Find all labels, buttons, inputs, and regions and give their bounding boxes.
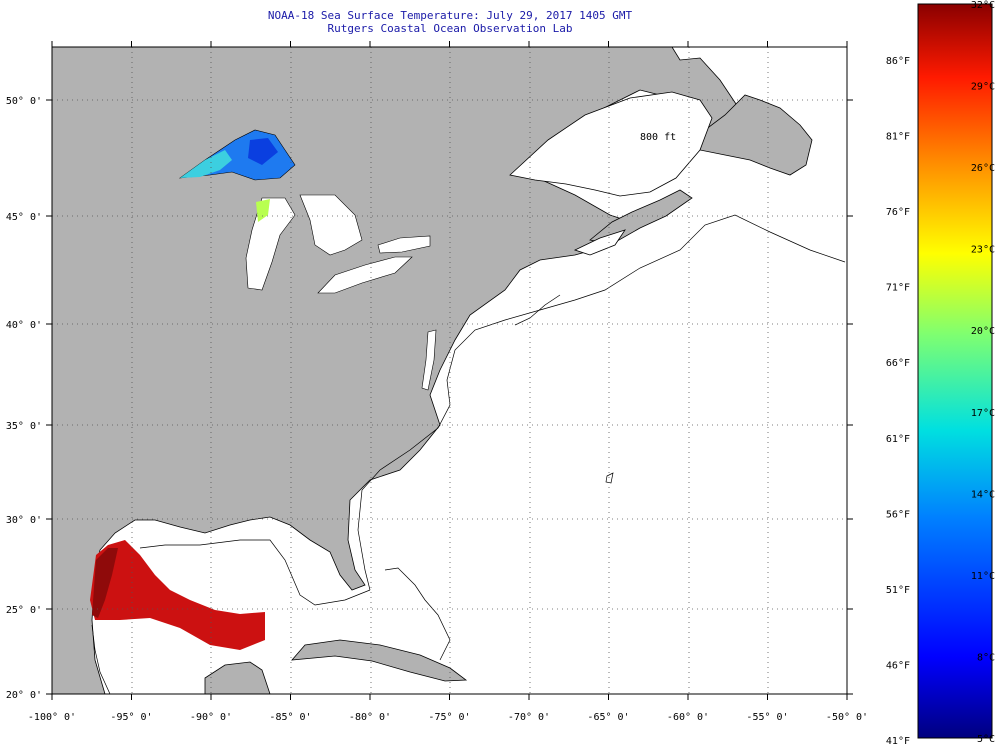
lon-tick-label: -65° 0': [587, 712, 629, 723]
colorbar-celsius-label: 32°C: [971, 0, 995, 11]
lake-huron: [299, 194, 363, 256]
colorbar-fahrenheit-label: 66°F: [886, 358, 910, 369]
map-title: NOAA-18 Sea Surface Temperature: July 29…: [267, 9, 633, 22]
lon-tick-label: -50° 0': [826, 712, 868, 723]
colorbar-celsius-label: 11°C: [971, 571, 995, 582]
lake-ontario: [377, 235, 431, 254]
land-yucatan: [204, 661, 271, 694]
lon-tick-label: -60° 0': [667, 712, 709, 723]
bermuda-island: [605, 472, 614, 484]
colorbar-celsius-labels: 32°C 29°C 26°C 23°C 20°C 17°C 14°C 11°C 8°C 5°C: [971, 0, 995, 745]
colorbar-fahrenheit-label: 51°F: [886, 585, 910, 596]
lat-tick-label: 50° 0': [6, 96, 42, 107]
colorbar-celsius-label: 29°C: [971, 82, 995, 93]
lat-tick-label: 20° 0': [6, 690, 42, 701]
colorbar-fahrenheit-labels: 86°F 81°F 76°F 71°F 66°F 61°F 56°F 51°F 46°F 41°F: [886, 56, 910, 747]
lon-tick-label: -80° 0': [349, 712, 391, 723]
lon-tick-label: -100° 0': [28, 712, 76, 723]
lat-tick-label: 25° 0': [6, 605, 42, 616]
chesapeake-bay: [421, 329, 437, 391]
colorbar-fahrenheit-label: 81°F: [886, 132, 910, 143]
lon-tick-label: -85° 0': [269, 712, 311, 723]
lat-tick-label: 35° 0': [6, 421, 42, 432]
colorbar-celsius-label: 26°C: [971, 163, 995, 174]
colorbar-celsius-label: 23°C: [971, 245, 995, 256]
lake-superior-west-sst: [180, 150, 232, 178]
lat-tick-label: 30° 0': [6, 515, 42, 526]
colorbar: [917, 3, 993, 739]
colorbar-celsius-label: 8°C: [977, 652, 995, 663]
land-nova-scotia: [589, 189, 693, 245]
colorbar-celsius-label: 14°C: [971, 489, 995, 500]
colorbar-fahrenheit-label: 41°F: [886, 736, 910, 747]
gulf-mexico-sst: [90, 540, 265, 650]
colorbar-fahrenheit-label: 61°F: [886, 434, 910, 445]
gulf-st-lawrence: [509, 91, 713, 197]
colorbar-celsius-label: 20°C: [971, 326, 995, 337]
lon-tick-label: -55° 0': [746, 712, 788, 723]
colorbar-fahrenheit-label: 56°F: [886, 509, 910, 520]
colorbar-fahrenheit-label: 86°F: [886, 56, 910, 67]
colorbar-celsius-label: 17°C: [971, 408, 995, 419]
lon-tick-label: -70° 0': [508, 712, 550, 723]
lon-tick-label: -95° 0': [110, 712, 152, 723]
lat-tick-label: 45° 0': [6, 212, 42, 223]
longitude-axis: -100° 0' -95° 0' -90° 0' -85° 0' -80° 0' -75°…: [28, 41, 868, 723]
colorbar-fahrenheit-label: 46°F: [886, 660, 910, 671]
gulf-coast-sst-dark: [92, 548, 118, 618]
map-subtitle: Rutgers Coastal Ocean Observation Lab: [327, 22, 573, 35]
colorbar-fahrenheit-label: 71°F: [886, 283, 910, 294]
land-north-america: [52, 47, 741, 694]
colorbar-celsius-label: 5°C: [977, 734, 995, 745]
lake-superior-east-sst: [248, 138, 278, 165]
isobath-contours: [91, 214, 846, 694]
isobath-label: 800 ft: [640, 132, 676, 143]
colorbar-fahrenheit-label: 76°F: [886, 207, 910, 218]
land-cuba: [291, 639, 468, 682]
lat-tick-label: 40° 0': [6, 320, 42, 331]
lake-michigan-north-sst: [256, 199, 270, 222]
land-newfoundland: [699, 94, 813, 176]
lon-tick-label: -75° 0': [428, 712, 470, 723]
latitude-axis: 20° 0' 25° 0' 30° 0' 35° 0' 40° 0' 45° 0' 50° …: [6, 96, 853, 701]
bay-of-fundy: [573, 229, 626, 256]
lon-tick-label: -90° 0': [190, 712, 232, 723]
lake-erie: [317, 256, 413, 294]
